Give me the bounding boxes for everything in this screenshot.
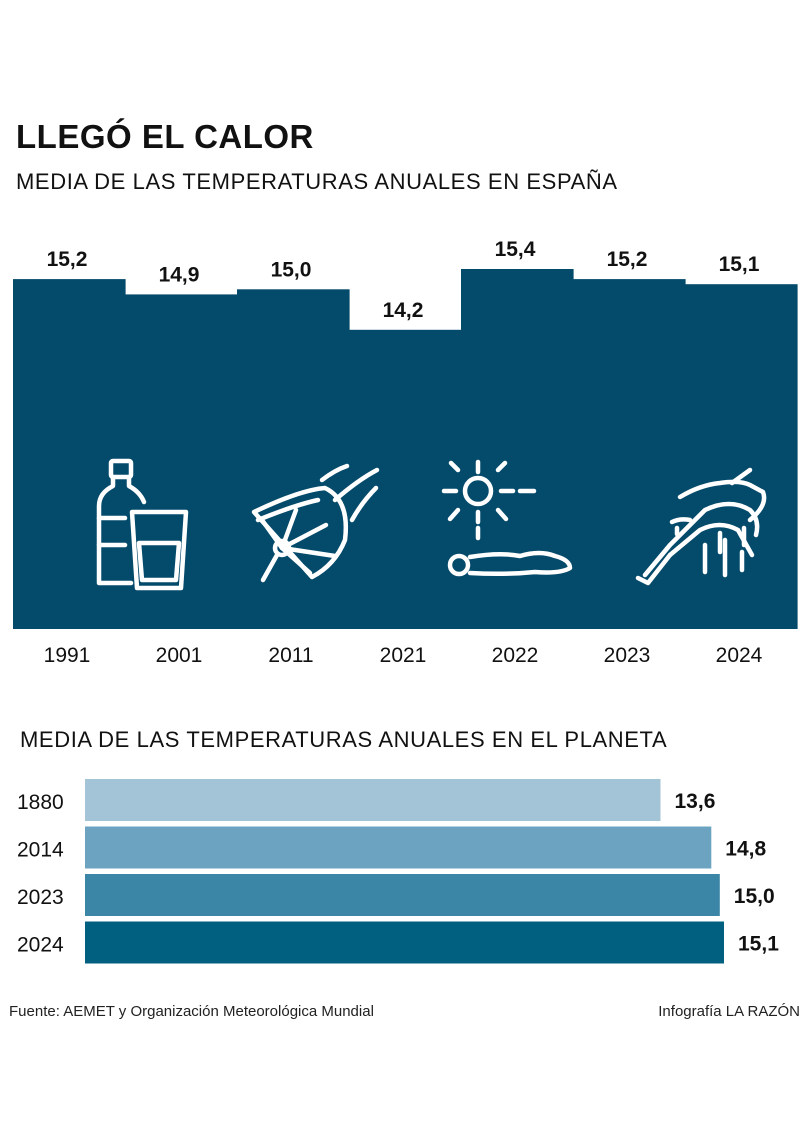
spain-year-label: 2024 <box>716 644 763 667</box>
spain-bar-2021 <box>349 329 462 629</box>
melting-popsicle-icon <box>635 467 767 586</box>
spain-chart-subtitle: MEDIA DE LAS TEMPERATURAS ANUALES EN ESP… <box>16 169 618 194</box>
spain-value-label: 14,9 <box>159 263 200 286</box>
spain-bar-1991 <box>13 279 126 629</box>
spain-value-label: 15,2 <box>47 248 88 271</box>
chart-title: LLEGÓ EL CALOR <box>16 118 314 155</box>
planet-value-label: 15,0 <box>734 885 775 908</box>
planet-year-label: 2024 <box>17 934 64 957</box>
planet-value-label: 14,8 <box>725 838 766 861</box>
planet-value-label: 15,1 <box>738 933 779 956</box>
spain-year-label: 2022 <box>492 644 539 667</box>
spain-year-label: 2021 <box>380 644 427 667</box>
hand-fan-icon <box>251 463 380 583</box>
spain-temperature-chart: 15,2 14,9 15,0 14,2 15,4 15,2 15,1 1991 2001 201… <box>13 238 798 667</box>
spain-value-label: 15,2 <box>607 248 648 271</box>
spain-value-labels: 15,2 14,9 15,0 14,2 15,4 15,2 15,1 <box>47 238 760 322</box>
spain-value-label: 15,0 <box>271 258 312 281</box>
planet-temperature-chart: 1880 13,6 2014 14,8 2023 15,0 2024 15,1 <box>17 779 779 964</box>
source-note: Fuente: AEMET y Organización Meteorológi… <box>9 1003 374 1020</box>
spain-bar-2022 <box>461 269 574 629</box>
spain-bar-2011 <box>237 289 350 629</box>
planet-bar-2024 <box>85 921 724 964</box>
planet-bar-2014 <box>85 826 712 869</box>
spain-year-label: 1991 <box>44 644 91 667</box>
spain-bar-2023 <box>573 279 686 629</box>
spain-bar-2024 <box>685 284 798 629</box>
spain-value-label: 15,4 <box>495 238 536 261</box>
spain-value-label: 15,1 <box>719 253 760 276</box>
water-bottle-and-glass-icon <box>96 458 189 591</box>
spain-bars-group <box>13 269 798 629</box>
spain-year-label: 2001 <box>156 644 203 667</box>
planet-value-label: 13,6 <box>675 790 716 813</box>
spain-year-labels: 1991 2001 2011 2021 2022 2023 2024 <box>44 644 763 667</box>
planet-year-label: 1880 <box>17 791 64 814</box>
sunstroke-person-icon <box>441 459 573 577</box>
spain-year-label: 2011 <box>268 644 313 667</box>
spain-icons-group <box>96 458 767 591</box>
planet-year-label: 2014 <box>17 839 64 862</box>
planet-year-label: 2023 <box>17 886 64 909</box>
credit-note: Infografía LA RAZÓN <box>658 1003 800 1020</box>
spain-value-label: 14,2 <box>383 299 424 322</box>
planet-bar-1880 <box>85 779 661 821</box>
spain-year-label: 2023 <box>604 644 651 667</box>
planet-bar-2023 <box>85 874 720 916</box>
planet-chart-subtitle: MEDIA DE LAS TEMPERATURAS ANUALES EN EL … <box>20 727 668 752</box>
